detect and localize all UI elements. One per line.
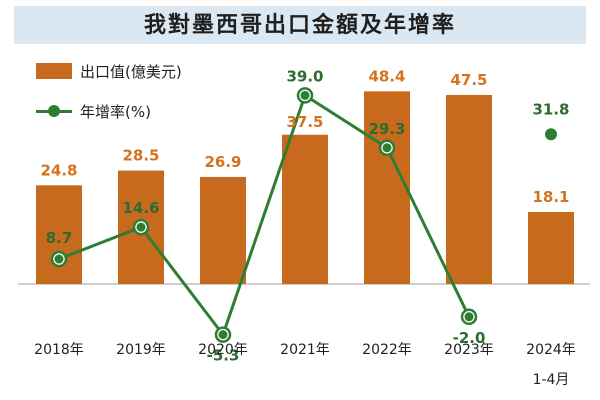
legend-label-export: 出口值(億美元) xyxy=(80,62,182,81)
x-tick-label-3: 2021年 xyxy=(280,342,330,358)
rate-point-core-5 xyxy=(464,312,474,322)
title-banner: 我對墨西哥出口金額及年增率 xyxy=(14,6,586,44)
rate-line-segment-0 xyxy=(58,225,142,261)
x-tick-label-5: 2023年 xyxy=(444,342,494,358)
bar-0 xyxy=(36,185,82,284)
legend-label-growth: 年增率(%) xyxy=(80,102,151,121)
rate-line-segment-2 xyxy=(221,94,307,336)
rate-point-core-2 xyxy=(218,330,228,340)
legend-item-export: 出口值(億美元) xyxy=(36,58,182,84)
bar-value-label-6: 18.1 xyxy=(532,188,569,206)
bar-6 xyxy=(528,211,574,284)
rate-value-label-1: 14.6 xyxy=(122,199,159,217)
bar-3 xyxy=(282,134,328,284)
rate-line-segment-3 xyxy=(304,94,388,150)
rate-value-label-2: -5.3 xyxy=(207,347,240,365)
bar-value-label-0: 24.8 xyxy=(40,161,77,179)
legend-line-swatch xyxy=(36,103,72,119)
legend-item-growth: 年增率(%) xyxy=(36,98,182,124)
rate-value-label-3: 39.0 xyxy=(286,67,323,85)
x-tick-label-4: 2022年 xyxy=(362,342,412,358)
rate-point-core-4 xyxy=(382,143,392,153)
bar-4 xyxy=(364,91,410,284)
rate-line-segment-1 xyxy=(139,226,225,336)
bar-5 xyxy=(446,94,492,284)
x-tick-label-1: 2019年 xyxy=(116,342,166,358)
rate-line-segment-4 xyxy=(385,147,471,318)
bar-value-label-2: 26.9 xyxy=(204,153,241,171)
bar-value-label-5: 47.5 xyxy=(450,71,487,89)
x-tick-label-0: 2018年 xyxy=(34,342,84,358)
x-tick-sublabel-6: 1-4月 xyxy=(533,372,570,388)
x-tick-label-6: 2024年 xyxy=(526,342,576,358)
bar-value-label-3: 37.5 xyxy=(286,113,323,131)
chart-title: 我對墨西哥出口金額及年增率 xyxy=(143,12,456,38)
x-tick-label-2: 2020年 xyxy=(198,342,248,358)
rate-point-core-1 xyxy=(136,222,146,232)
legend-bar-swatch xyxy=(36,63,72,79)
rate-value-label-6: 31.8 xyxy=(532,100,569,118)
bar-2 xyxy=(200,176,246,284)
rate-value-label-0: 8.7 xyxy=(46,229,73,247)
rate-point-core-0 xyxy=(54,254,64,264)
rate-point-core-3 xyxy=(300,90,310,100)
bar-value-label-1: 28.5 xyxy=(122,147,159,165)
bar-value-label-4: 48.4 xyxy=(368,67,405,85)
rate-point-6 xyxy=(545,128,557,141)
rate-value-label-5: -2.0 xyxy=(453,329,486,347)
rate-value-label-4: 29.3 xyxy=(368,120,405,138)
legend: 出口值(億美元) 年增率(%) xyxy=(36,58,182,138)
